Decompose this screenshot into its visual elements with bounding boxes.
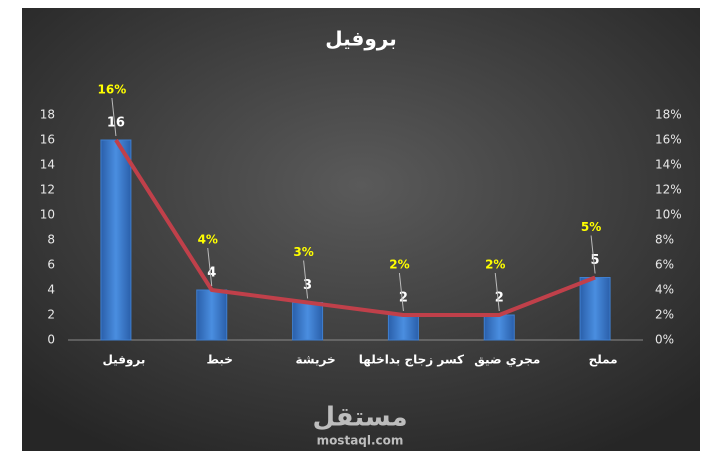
leader-line (303, 260, 309, 299)
y2-tick-label: 6% (655, 258, 674, 272)
y-tick-label: 16 (40, 133, 55, 147)
bar-label: 5 (591, 253, 600, 268)
y-tick-label: 6 (47, 258, 55, 272)
chart-title: بروفيل (325, 27, 397, 51)
watermark-site: mostaql.com (317, 434, 404, 448)
y-tick-label: 10 (40, 208, 55, 222)
leader-line (590, 235, 596, 274)
bar (579, 277, 611, 341)
line (114, 138, 596, 317)
y-tick-label: 14 (40, 158, 55, 172)
line-label: 2% (485, 258, 505, 272)
y-tick-label: 4 (47, 283, 55, 297)
leader-line (494, 272, 500, 312)
bar-label: 2 (495, 291, 504, 306)
bar (387, 314, 419, 341)
x-tick-label: مجري ضيق (474, 353, 540, 367)
chart-panel (22, 8, 700, 451)
y2-tick-label: 10% (655, 208, 682, 222)
y-tick-label: 12 (40, 183, 55, 197)
line-label: 2% (389, 258, 409, 272)
line-label: 16% (98, 83, 127, 97)
line-label: 3% (293, 245, 313, 259)
watermark-name: مستقل (312, 403, 407, 433)
y2-tick-label: 18% (655, 108, 682, 122)
y-tick-label: 18 (40, 108, 55, 122)
x-tick-label: بروفيل (102, 353, 145, 368)
y-tick-label: 8 (47, 233, 55, 247)
bar-label: 2 (399, 291, 408, 306)
bar-label: 4 (207, 266, 216, 281)
bar-label: 16 (107, 116, 125, 131)
y2-tick-label: 16% (655, 133, 682, 147)
x-tick-label: كسر زجاج بداخلها (359, 353, 464, 367)
x-tick-label: مملح (589, 353, 618, 367)
bar (100, 139, 132, 341)
leader-line (207, 247, 213, 287)
y2-tick-label: 8% (655, 233, 674, 247)
y2-tick-label: 4% (655, 283, 674, 297)
bar (196, 289, 228, 341)
x-tick-label: خريشة (296, 353, 336, 367)
line-label: 5% (581, 220, 601, 234)
line-label: 4% (198, 233, 218, 247)
y2-tick-label: 0% (655, 333, 674, 347)
y2-tick-label: 2% (655, 308, 674, 322)
leader-line (398, 272, 404, 312)
bar (483, 314, 515, 341)
bar (292, 302, 324, 341)
leader-line (111, 97, 117, 137)
bar-label: 3 (303, 278, 312, 293)
y2-tick-label: 14% (655, 158, 682, 172)
x-tick-label: خبط (207, 353, 233, 367)
y-tick-label: 2 (47, 308, 55, 322)
y-tick-label: 0 (47, 333, 55, 347)
y2-tick-label: 12% (655, 183, 682, 197)
